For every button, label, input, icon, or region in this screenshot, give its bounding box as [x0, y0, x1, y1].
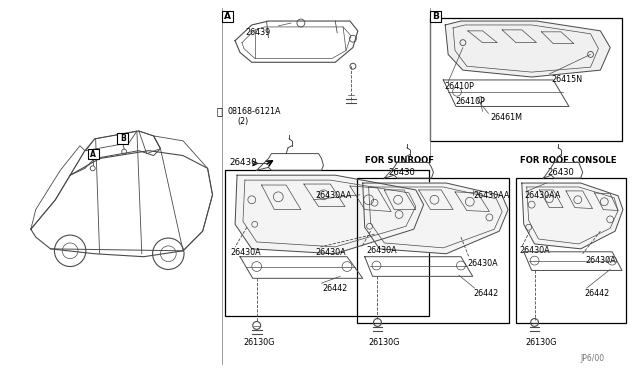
- Text: FOR ROOF CONSOLE: FOR ROOF CONSOLE: [520, 156, 616, 165]
- Polygon shape: [235, 175, 424, 254]
- Text: 26430AA: 26430AA: [474, 191, 510, 200]
- Text: FOR SUNROOF: FOR SUNROOF: [365, 156, 434, 165]
- Text: (2): (2): [237, 117, 248, 126]
- Bar: [431, 11, 442, 22]
- Bar: [516, 178, 626, 324]
- Text: A: A: [224, 12, 231, 21]
- Text: 26430A: 26430A: [367, 246, 397, 255]
- Text: 26430: 26430: [388, 168, 415, 177]
- Text: 26442: 26442: [474, 289, 499, 298]
- Text: 26430: 26430: [229, 158, 257, 167]
- Bar: [225, 170, 429, 315]
- Text: A: A: [90, 150, 96, 158]
- Text: 26430A: 26430A: [316, 248, 346, 257]
- Text: 26130G: 26130G: [369, 338, 400, 347]
- Text: 26442: 26442: [323, 283, 348, 293]
- Bar: [222, 11, 233, 22]
- Text: 26130G: 26130G: [525, 338, 557, 347]
- Text: 26410P: 26410P: [444, 82, 474, 91]
- Text: B: B: [433, 12, 439, 21]
- Text: 08168-6121A: 08168-6121A: [227, 107, 281, 116]
- Text: 26439: 26439: [245, 28, 270, 37]
- Text: 26430A: 26430A: [586, 256, 616, 265]
- Text: 26461M: 26461M: [490, 113, 522, 122]
- Text: 26430: 26430: [547, 168, 574, 177]
- Text: 26430A: 26430A: [230, 248, 261, 257]
- Bar: [431, 18, 622, 141]
- Text: ⒱: ⒱: [216, 106, 222, 116]
- Text: 26430A: 26430A: [520, 246, 550, 255]
- Text: 26415N: 26415N: [551, 76, 582, 84]
- Bar: [357, 178, 509, 324]
- Polygon shape: [522, 183, 623, 249]
- Text: 26430A: 26430A: [468, 259, 499, 268]
- Polygon shape: [363, 183, 508, 254]
- Text: JP6/00: JP6/00: [580, 354, 605, 363]
- Polygon shape: [445, 21, 610, 77]
- Text: 26442: 26442: [585, 289, 610, 298]
- Bar: [88, 149, 99, 160]
- Text: B: B: [120, 134, 125, 143]
- Text: 26430AA: 26430AA: [525, 191, 561, 200]
- Text: 26410P: 26410P: [455, 97, 485, 106]
- Text: 26130G: 26130G: [243, 338, 275, 347]
- Text: 26430AA: 26430AA: [316, 191, 352, 200]
- Bar: [117, 133, 128, 144]
